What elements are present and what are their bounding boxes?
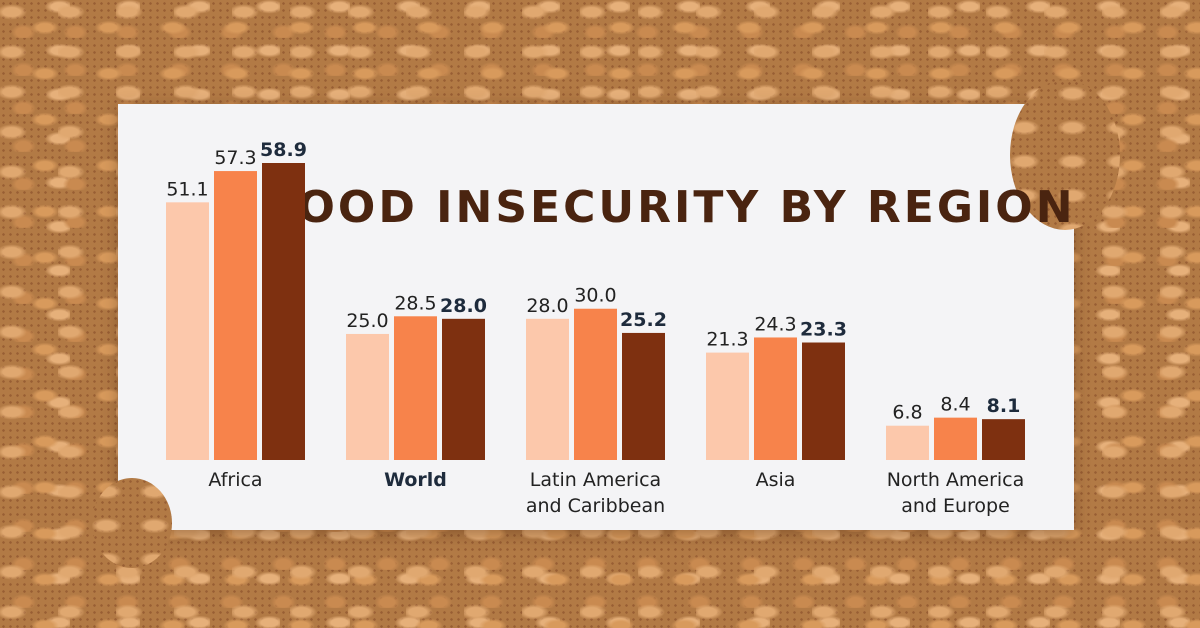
bar-2-1 (574, 308, 617, 460)
bar-0-2 (262, 163, 305, 460)
data-label-4-2: 8.1 (987, 395, 1021, 417)
category-label-3-0: Asia (756, 469, 796, 491)
category-label-1-0: World (384, 469, 447, 491)
category-label-2-0: Latin America (530, 469, 661, 491)
data-label-4-0: 6.8 (892, 402, 922, 424)
bar-2-2 (622, 332, 665, 460)
data-label-2-1: 30.0 (574, 285, 616, 307)
chart-title: FOOD INSECURITY BY REGION (264, 182, 1075, 233)
data-label-1-0: 25.0 (346, 310, 388, 332)
bar-1-1 (394, 316, 437, 460)
category-label-2-1: and Caribbean (526, 495, 665, 517)
data-label-2-2: 25.2 (620, 309, 667, 331)
bar-4-0 (886, 425, 929, 460)
data-label-2-0: 28.0 (526, 295, 568, 317)
data-label-1-2: 28.0 (440, 295, 487, 317)
data-label-3-2: 23.3 (800, 319, 847, 341)
bar-4-2 (982, 419, 1025, 460)
data-label-0-1: 57.3 (214, 147, 256, 169)
category-label-4-1: and Europe (901, 495, 1010, 517)
bar-3-2 (802, 342, 845, 460)
data-label-1-1: 28.5 (394, 292, 436, 314)
bar-2-0 (526, 318, 569, 460)
bar-3-1 (754, 337, 797, 460)
bar-1-0 (346, 333, 389, 460)
data-label-0-0: 51.1 (166, 178, 208, 200)
card-torn-corner-bottom-left (92, 478, 172, 568)
data-label-3-0: 21.3 (706, 329, 748, 351)
data-label-0-2: 58.9 (260, 139, 307, 161)
bar-1-2 (442, 318, 485, 460)
data-label-4-1: 8.4 (940, 394, 970, 416)
category-label-0-0: Africa (208, 469, 262, 491)
bar-4-1 (934, 417, 977, 460)
bar-3-0 (706, 352, 749, 460)
category-label-4-0: North America (887, 469, 1025, 491)
card-torn-corner-top-right (1010, 80, 1120, 230)
bar-0-0 (166, 202, 209, 461)
data-label-3-1: 24.3 (754, 313, 796, 335)
bar-0-1 (214, 171, 257, 460)
